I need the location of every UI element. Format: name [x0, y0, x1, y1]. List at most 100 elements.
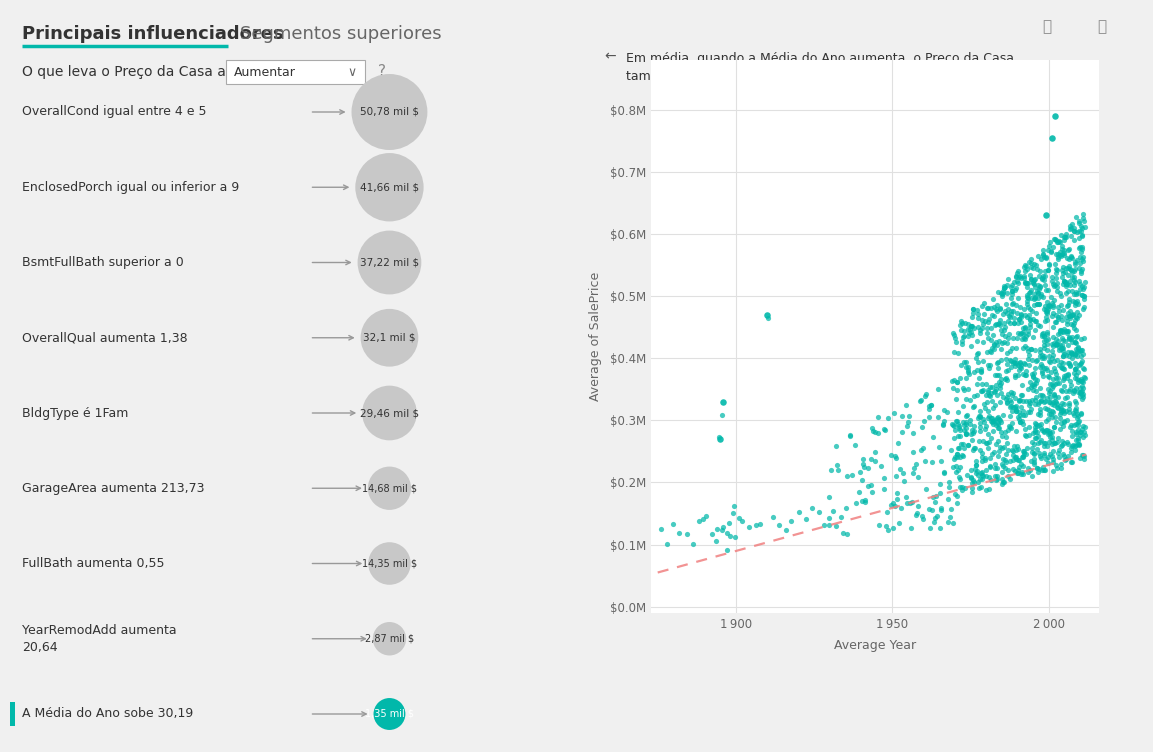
Point — [1058, 438, 1077, 450]
Point — [1058, 326, 1077, 338]
Point — [948, 384, 966, 396]
Point — [949, 347, 967, 359]
Point — [1032, 394, 1050, 406]
Point — [1010, 364, 1028, 376]
Point — [982, 395, 1001, 407]
Point — [1009, 369, 1027, 381]
Point — [981, 346, 1000, 358]
Point — [1013, 395, 1032, 407]
Point — [1004, 462, 1023, 475]
Point — [1035, 339, 1054, 351]
Point — [971, 417, 989, 429]
Point — [967, 352, 986, 364]
Point — [1025, 456, 1043, 468]
Point — [1055, 276, 1073, 288]
Point — [990, 320, 1009, 332]
Point — [1076, 276, 1094, 288]
Point — [1061, 333, 1079, 345]
Point — [1050, 324, 1069, 336]
Point — [962, 323, 980, 335]
Point — [1071, 246, 1090, 258]
Point — [1042, 365, 1061, 378]
Point — [1009, 271, 1027, 283]
Point — [1060, 332, 1078, 344]
Point — [982, 412, 1001, 424]
Point — [1045, 421, 1063, 433]
Circle shape — [368, 542, 410, 585]
Point — [1071, 407, 1090, 419]
Point — [956, 417, 974, 429]
Point — [1063, 296, 1082, 308]
Point — [1065, 367, 1084, 379]
Point — [1037, 284, 1055, 296]
Point — [1039, 244, 1057, 256]
Point — [1049, 335, 1068, 347]
Point — [964, 303, 982, 315]
Point — [1065, 262, 1084, 274]
Point — [965, 442, 984, 454]
Point — [1050, 246, 1069, 258]
Point — [1008, 332, 1026, 344]
Point — [1073, 388, 1092, 400]
Text: ←: ← — [604, 50, 616, 64]
Point — [843, 469, 861, 481]
Point — [698, 510, 716, 522]
Point — [909, 499, 927, 511]
Point — [1025, 459, 1043, 471]
Point — [965, 390, 984, 402]
Point — [974, 470, 993, 482]
Point — [1017, 341, 1035, 353]
Point — [815, 520, 834, 532]
Point — [862, 422, 881, 434]
Point — [995, 317, 1013, 329]
Point — [948, 497, 966, 509]
Point — [1072, 387, 1091, 399]
Point — [758, 309, 776, 321]
Point — [1027, 285, 1046, 297]
Point — [1054, 345, 1072, 357]
Point — [713, 409, 731, 421]
Point — [899, 416, 918, 428]
Point — [977, 423, 995, 435]
Point — [1062, 271, 1080, 284]
Point — [1016, 276, 1034, 288]
Point — [950, 450, 969, 462]
Point — [1017, 447, 1035, 459]
Point — [1071, 356, 1090, 368]
Point — [1052, 462, 1070, 474]
Point — [1040, 258, 1058, 270]
Point — [940, 516, 958, 528]
Point — [989, 423, 1008, 435]
Point — [1020, 376, 1039, 388]
Point — [1064, 384, 1083, 396]
Point — [1052, 290, 1070, 302]
Point — [984, 426, 1002, 438]
Point — [1033, 349, 1052, 361]
Point — [1030, 298, 1048, 310]
Point — [951, 461, 970, 473]
Point — [989, 417, 1008, 429]
Point — [1057, 326, 1076, 338]
Point — [1055, 398, 1073, 410]
Point — [955, 424, 973, 436]
Point — [1050, 451, 1069, 463]
Point — [1055, 372, 1073, 384]
Point — [841, 429, 859, 441]
Point — [980, 436, 998, 448]
Text: Em média, quando a Média do Ano aumenta, o Preço da Casa
também aumenta.: Em média, quando a Média do Ano aumenta,… — [626, 52, 1015, 83]
Point — [1022, 303, 1040, 315]
Point — [958, 364, 977, 376]
Point — [1072, 385, 1091, 397]
Point — [725, 500, 744, 512]
Point — [1070, 257, 1088, 269]
Point — [951, 359, 970, 371]
Point — [1033, 465, 1052, 477]
Point — [1058, 325, 1077, 337]
Point — [1042, 434, 1061, 446]
Point — [871, 519, 889, 531]
Point — [996, 299, 1015, 311]
Point — [1072, 265, 1091, 277]
Point — [992, 302, 1010, 314]
Point — [978, 428, 996, 440]
Point — [1043, 332, 1062, 344]
